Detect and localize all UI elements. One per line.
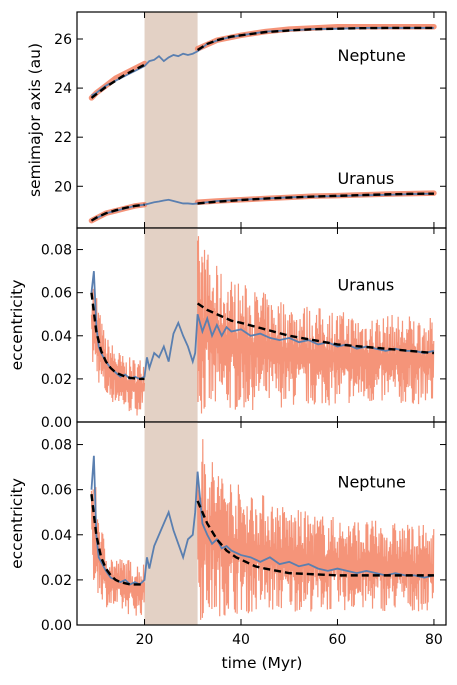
y-tick-label: 0.00 [41, 415, 72, 431]
y-tick-label: 0.06 [41, 286, 72, 302]
y-axis-label: eccentricity [8, 280, 26, 371]
x-axis-label: time (Myr) [222, 654, 303, 672]
panel-3: 0.00 0.02 0.04 0.06 0.08 20 40 60 80 eccentricity… [8, 421, 447, 648]
y-tick-label: 20 [54, 179, 72, 195]
y-tick-label: 0.06 [41, 483, 72, 499]
x-tick-label: 60 [329, 632, 347, 648]
y-tick-label: 22 [54, 130, 72, 146]
x-tick-label: 40 [232, 632, 250, 648]
noisy-series-1 [88, 60, 148, 101]
x-tick-label: 20 [136, 632, 154, 648]
noisy-series-2 [196, 236, 435, 414]
fit-series-2 [90, 292, 145, 381]
y-tick-label: 0.04 [41, 329, 72, 345]
y-axis-label: eccentricity [8, 478, 26, 569]
y-tick-label: 0.08 [41, 438, 72, 454]
y-tick-label: 0.02 [41, 372, 72, 388]
fit-series-3 [196, 302, 435, 355]
y-tick-label: 0.08 [41, 243, 72, 259]
shaded-band [144, 228, 198, 422]
planet-label: Neptune [337, 472, 405, 491]
panel-2: 0.00 0.02 0.04 0.06 0.08 eccentricity Uranus [8, 227, 447, 431]
shaded-band [144, 12, 198, 228]
planet-label: Uranus [337, 276, 394, 295]
noisy-series-3 [88, 201, 148, 224]
panel-frame [76, 421, 447, 626]
y-axis-label: semimajor axis (au) [26, 43, 44, 197]
fit-series-3 [196, 500, 434, 577]
y-tick-label: 0.02 [41, 573, 72, 589]
y-tick-label: 26 [54, 32, 72, 48]
fit-series-2 [90, 494, 145, 586]
planet-label: Uranus [337, 169, 394, 188]
panels: 20 22 24 26 semimajor axis (au) Neptune Uranus… [8, 11, 447, 648]
y-tick-label: 0.00 [41, 618, 72, 634]
fit-series-9 [90, 203, 145, 222]
plot-area [90, 439, 435, 620]
fit-series-8 [196, 26, 434, 52]
noisy-series-1 [90, 288, 146, 416]
x-tick-label: 80 [425, 632, 443, 648]
x-axis: time (Myr) [222, 654, 303, 672]
panel-1: 20 22 24 26 semimajor axis (au) Neptune Uranus [26, 11, 447, 229]
smooth-series-6 [91, 192, 434, 222]
smooth-series-1 [90, 455, 435, 586]
noisy-series-2 [196, 439, 435, 620]
fit-series-7 [90, 63, 146, 99]
y-tick-label: 0.04 [41, 528, 72, 544]
plot-area [90, 236, 435, 416]
fit-series-10 [197, 192, 434, 205]
planet-label: Neptune [337, 46, 405, 65]
plot-area [88, 23, 437, 224]
y-tick-label: 24 [54, 81, 72, 97]
